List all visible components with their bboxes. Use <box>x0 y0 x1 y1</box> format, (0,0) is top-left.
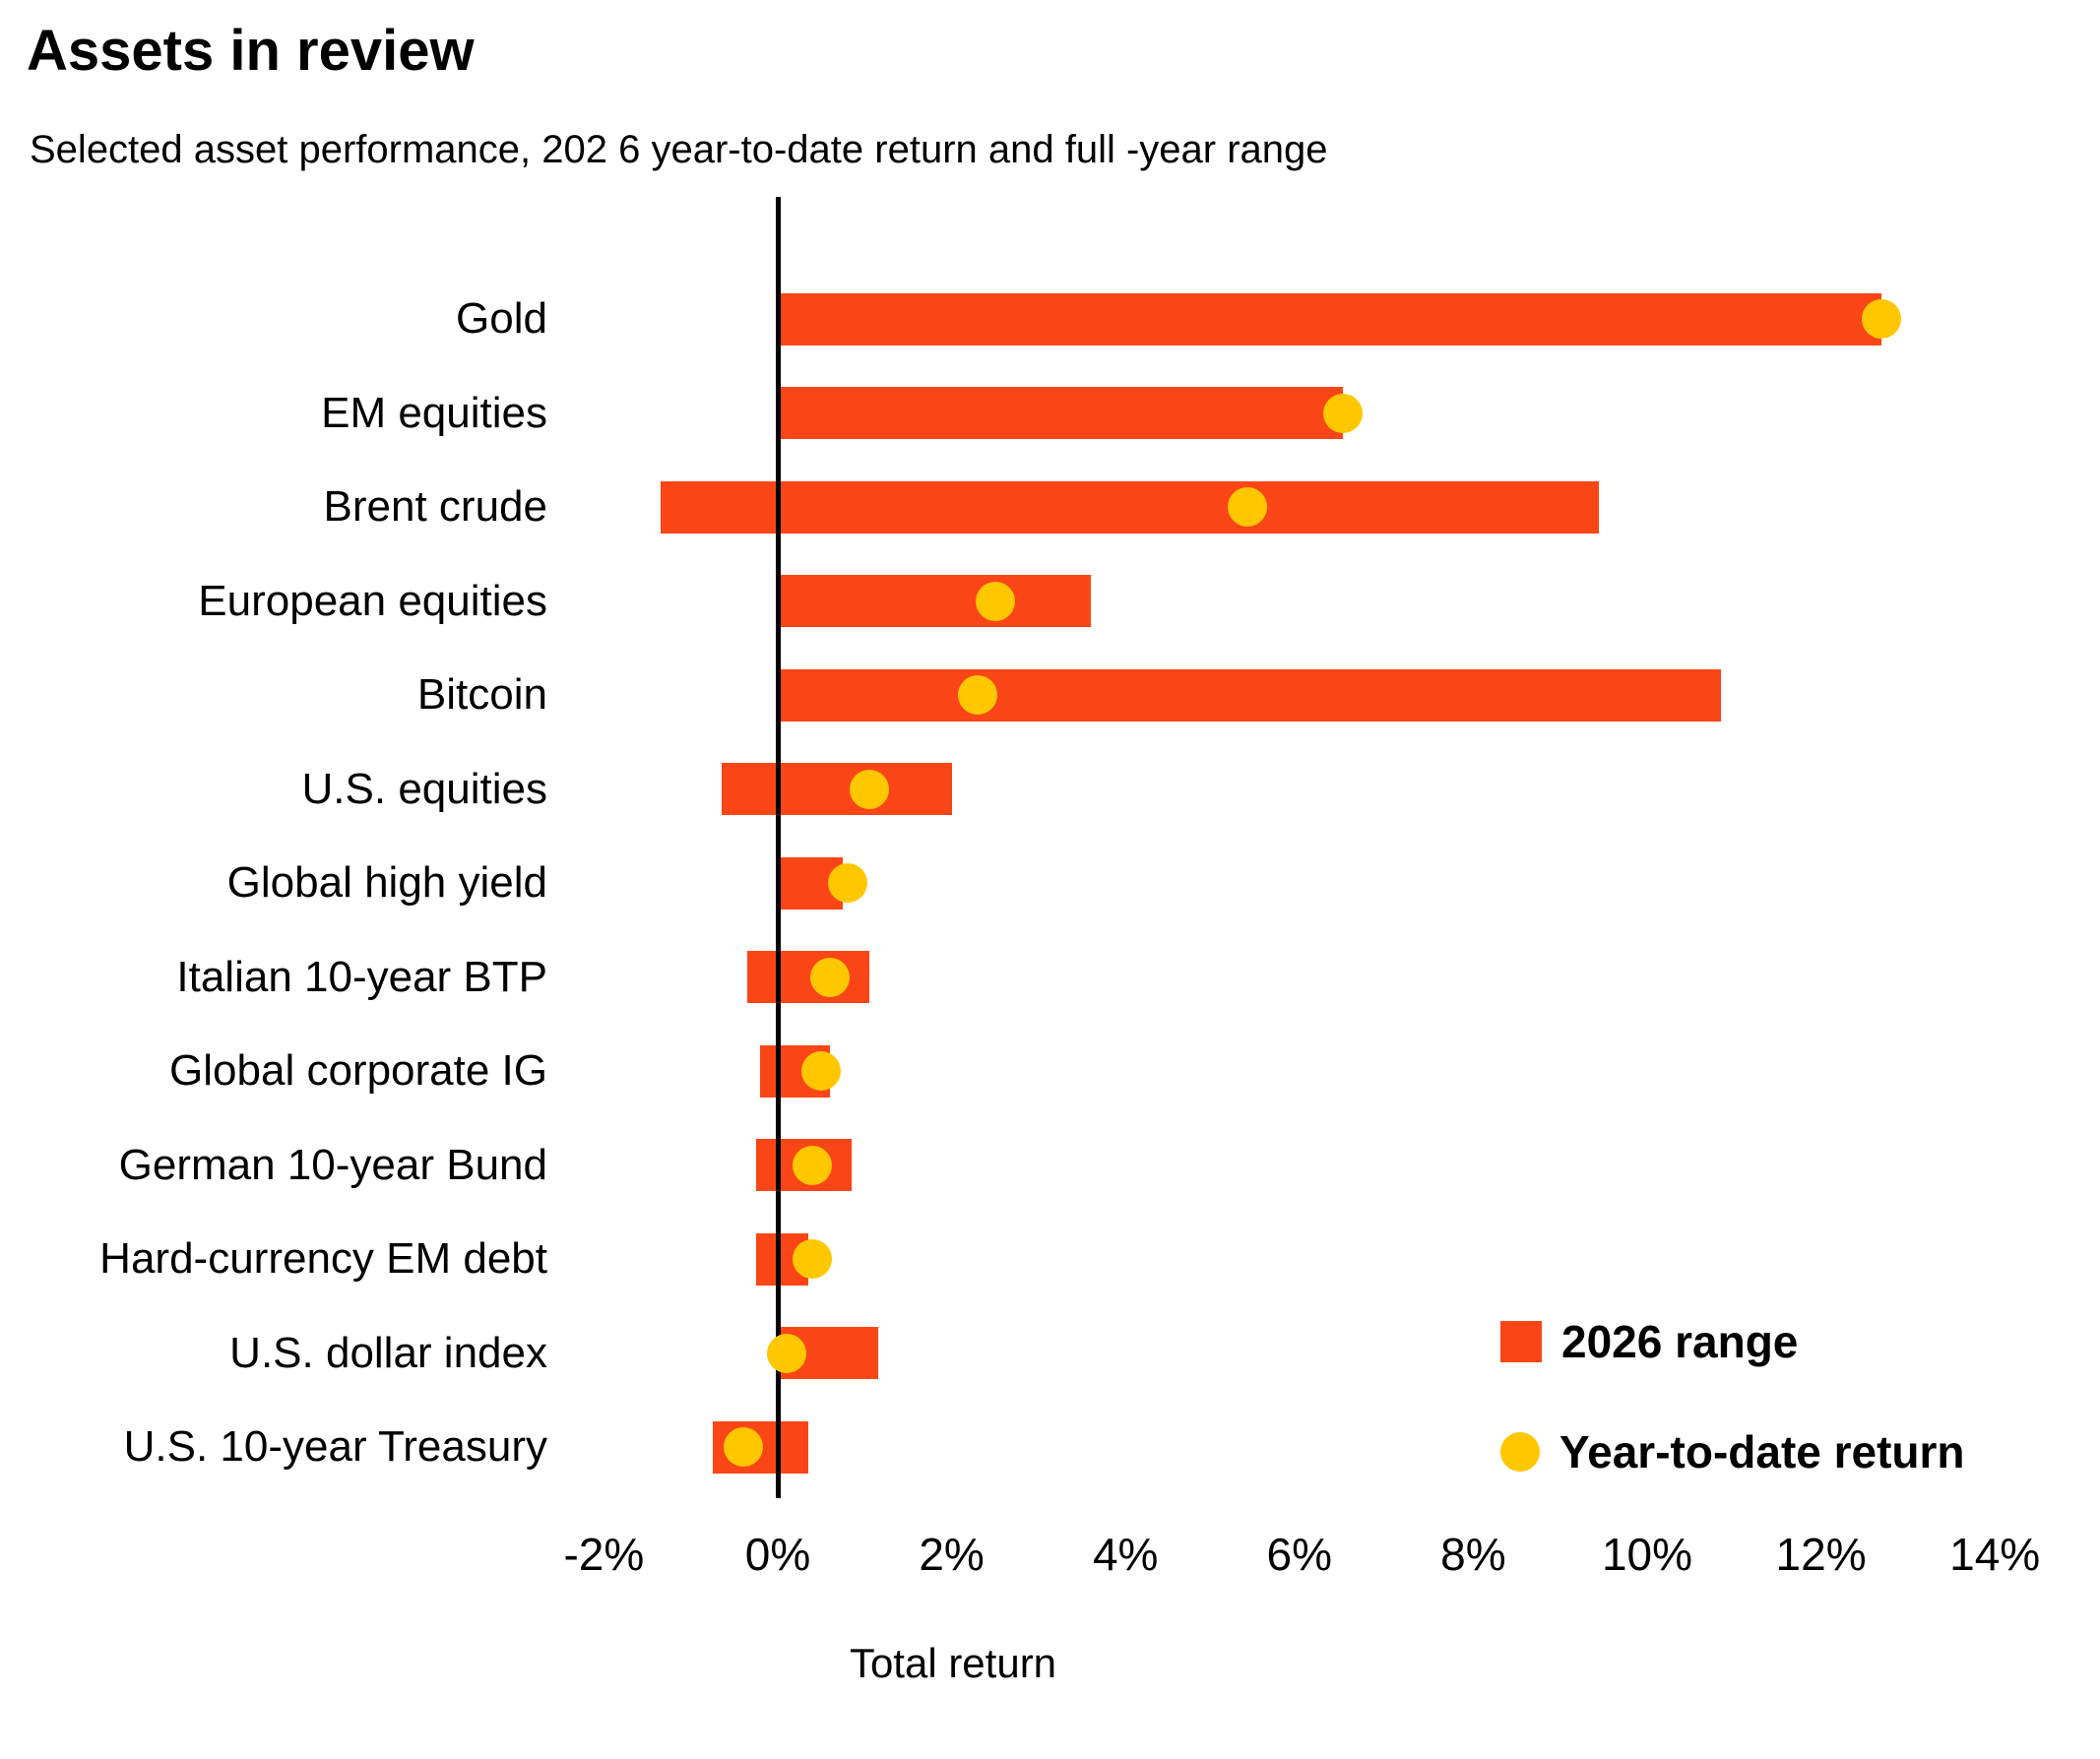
category-label: Global corporate IG <box>169 1046 547 1095</box>
ytd-dot <box>723 1427 763 1467</box>
legend: 2026 range Year-to-date return <box>1500 1315 1965 1536</box>
range-bar <box>778 668 1722 722</box>
legend-label-ytd: Year-to-date return <box>1559 1426 1965 1477</box>
x-axis-tick-label: 4% <box>1092 1529 1159 1580</box>
category-label: U.S. dollar index <box>229 1328 547 1377</box>
category-label: Global high yield <box>226 858 547 907</box>
x-axis-tick-label: 12% <box>1775 1529 1867 1580</box>
legend-item-ytd: Year-to-date return <box>1500 1425 1965 1478</box>
ytd-dot <box>849 769 889 809</box>
category-label: U.S. 10-year Treasury <box>123 1422 547 1471</box>
ytd-dot <box>766 1333 806 1373</box>
zero-axis-line <box>776 197 781 1498</box>
category-label: European equities <box>198 576 547 625</box>
ytd-dot <box>793 1239 833 1279</box>
range-bar <box>778 387 1343 439</box>
page-subtitle: Selected asset performance, 202 6 year-t… <box>30 128 1328 171</box>
range-bar <box>660 480 1600 534</box>
ytd-dot-swatch-icon <box>1500 1432 1540 1472</box>
category-label: EM equities <box>321 388 547 437</box>
ytd-dot <box>1862 299 1902 339</box>
category-label: Gold <box>456 294 547 343</box>
x-axis-tick-label: -2% <box>563 1529 645 1580</box>
legend-item-range: 2026 range <box>1500 1315 1965 1368</box>
ytd-dot <box>809 957 850 997</box>
ytd-dot <box>1227 487 1267 527</box>
ytd-dot <box>1322 393 1363 433</box>
page-title: Assets in review <box>27 19 475 83</box>
ytd-dot <box>801 1051 842 1091</box>
x-axis-tick-label: 0% <box>744 1529 811 1580</box>
category-label: U.S. equities <box>301 764 547 813</box>
ytd-dot <box>827 863 867 903</box>
ytd-dot <box>793 1145 833 1185</box>
category-label: Bitcoin <box>416 670 547 719</box>
x-axis-tick-label: 10% <box>1601 1529 1693 1580</box>
category-label: German 10-year Bund <box>118 1140 547 1189</box>
category-label: Italian 10-year BTP <box>176 952 547 1001</box>
range-bar <box>778 292 1882 346</box>
x-axis-tick-label: 2% <box>919 1529 985 1580</box>
x-axis-tick-label: 14% <box>1949 1529 2041 1580</box>
range-bar <box>778 575 1091 627</box>
ytd-dot <box>975 581 1015 621</box>
range-bar <box>747 951 869 1003</box>
ytd-dot <box>958 675 998 715</box>
x-axis-title: Total return <box>849 1640 1057 1686</box>
category-label: Brent crude <box>323 482 547 531</box>
x-axis-tick-label: 6% <box>1266 1529 1333 1580</box>
range-bar <box>721 763 952 815</box>
range-swatch-icon <box>1500 1321 1542 1362</box>
legend-label-range: 2026 range <box>1561 1316 1799 1367</box>
x-axis-tick-label: 8% <box>1440 1529 1506 1580</box>
category-label: Hard-currency EM debt <box>99 1234 547 1283</box>
